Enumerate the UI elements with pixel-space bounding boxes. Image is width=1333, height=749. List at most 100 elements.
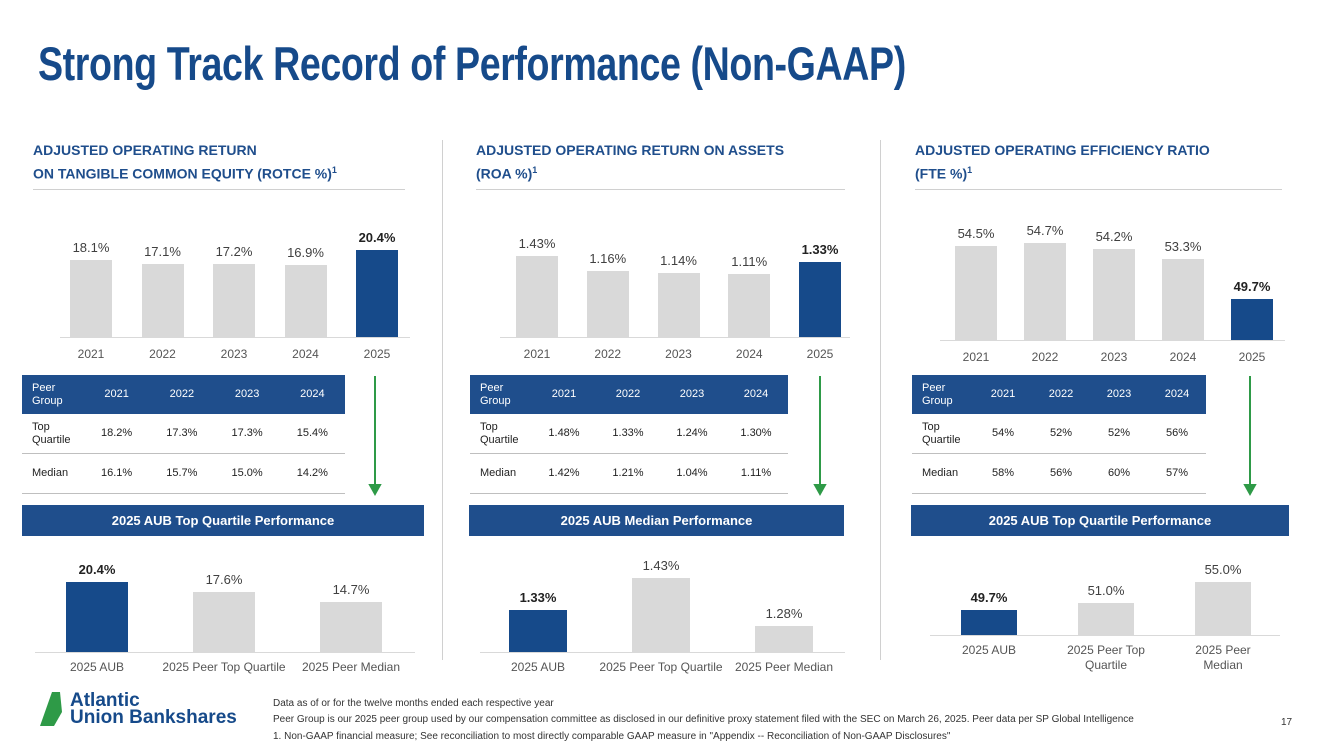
footnote: Peer Group is our 2025 peer group used b… <box>273 714 1134 725</box>
heading-line: ADJUSTED OPERATING RETURN <box>33 142 257 158</box>
category-label: 2025 <box>1238 350 1266 364</box>
peer-table: Peer Group 2021 2022 2023 2024 Top Quartile 54… <box>912 375 1206 494</box>
category-label: 2025 <box>806 347 834 361</box>
bar <box>356 250 398 337</box>
heading-line: ADJUSTED OPERATING EFFICIENCY RATIO <box>915 142 1210 158</box>
table-header-cell: 2021 <box>990 388 1016 400</box>
category-label: 2025 Peer Median <box>301 660 401 674</box>
value-label: 1.33% <box>519 590 557 606</box>
performance-banner: 2025 AUB Top Quartile Performance <box>22 505 424 536</box>
peer-table: Peer Group 2021 2022 2023 2024 Top Quartile 18… <box>22 375 345 494</box>
heading-line: (ROA %)1 <box>476 165 538 182</box>
value-label: 1.33% <box>801 241 839 257</box>
category-label: 2025 AUB <box>69 660 125 674</box>
table-header-cell: Peer Group <box>922 381 953 407</box>
value-label: 1.43% <box>518 236 556 252</box>
value-label: 49.7% <box>970 589 1008 605</box>
table-cell: Median <box>480 467 517 479</box>
table-header-cell: Peer Group <box>32 381 63 407</box>
category-label: 2024 <box>1169 350 1197 364</box>
category-label: 2024 <box>735 347 763 361</box>
table-cell: 17.3% <box>231 427 263 439</box>
table-cell: 1.48% <box>548 427 580 439</box>
axis-line <box>60 337 410 338</box>
footnote: 1. Non-GAAP financial measure; See recon… <box>273 731 951 742</box>
table-cell: 57% <box>1165 467 1189 479</box>
table-row-rule <box>470 493 788 494</box>
axis-line <box>500 337 850 338</box>
bar <box>728 274 771 337</box>
table-cell: 1.11% <box>740 467 772 479</box>
heading-rule <box>915 189 1282 190</box>
table-header-bg <box>470 375 788 414</box>
peer-table: Peer Group 2021 2022 2023 2024 Top Quartile 1.… <box>470 375 788 494</box>
heading-rule <box>476 189 845 190</box>
value-label: 53.3% <box>1164 238 1202 254</box>
value-label: 55.0% <box>1204 561 1242 577</box>
bar <box>213 263 255 337</box>
heading-line: (FTE %)1 <box>915 165 973 182</box>
category-label: 2022 <box>594 347 622 361</box>
value-label: 1.16% <box>589 251 627 267</box>
value-label: 17.2% <box>215 243 253 259</box>
logo-text: Atlantic <box>70 690 140 711</box>
table-cell: 1.42% <box>548 467 580 479</box>
footnote-marker: 1 <box>532 165 538 175</box>
table-header-cell: 2024 <box>743 388 769 400</box>
bar <box>141 264 184 337</box>
heading-line: ADJUSTED OPERATING RETURN ON ASSETS <box>476 142 785 158</box>
category-label: 2025 <box>363 347 391 361</box>
bar <box>1195 581 1251 635</box>
footnote: Data as of or for the twelve months ende… <box>273 698 554 709</box>
value-label: 17.1% <box>144 244 181 260</box>
category-label: 2025 Peer Top Quartile <box>162 660 286 674</box>
heading-line: ON TANGIBLE COMMON EQUITY (ROTCE %)1 <box>33 165 337 182</box>
performance-banner: 2025 AUB Median Performance <box>469 505 844 536</box>
category-label: 2022 <box>1031 350 1059 364</box>
bar <box>70 259 112 337</box>
category-label: 2025 Peer Top Quartile <box>1067 643 1145 672</box>
divider <box>880 140 881 660</box>
axis-line <box>930 635 1280 636</box>
logo-text: Union Bankshares <box>70 707 237 728</box>
table-cell: 56% <box>1049 467 1073 479</box>
page-number: 17 <box>1281 717 1293 728</box>
slide-title: Strong Track Record of Performance (Non-… <box>38 37 906 90</box>
table-cell: 60% <box>1107 467 1131 479</box>
value-label: 17.6% <box>205 571 243 587</box>
bar <box>955 245 997 340</box>
table-header-cell: 2024 <box>300 388 325 400</box>
table-cell: 16.1% <box>101 467 133 479</box>
table-row-rule <box>912 493 1206 494</box>
value-label: 20.4% <box>358 230 396 246</box>
table-header-bg <box>912 375 1206 414</box>
category-label: 2022 <box>149 347 176 361</box>
value-label: 1.11% <box>731 254 768 270</box>
table-header-bg <box>22 375 345 414</box>
table-header-cell: 2021 <box>104 388 129 400</box>
table-cell: 1.04% <box>676 467 708 479</box>
value-label: 20.4% <box>78 561 116 577</box>
bar <box>799 261 841 337</box>
table-header-cell: 2023 <box>234 388 260 400</box>
table-row-rule <box>22 493 345 494</box>
category-label: 2025 Peer Median <box>734 660 834 674</box>
table-header-cell: 2024 <box>1164 388 1190 400</box>
bar <box>320 601 382 652</box>
table-cell: 15.0% <box>231 467 263 479</box>
table-cell: 1.21% <box>612 467 644 479</box>
panel-heading: ADJUSTED OPERATING RETURN ON ASSETS (ROA … <box>476 140 784 184</box>
value-label: 1.43% <box>642 558 680 574</box>
category-label: 2025 Peer Median <box>1195 643 1251 672</box>
bar <box>516 256 558 337</box>
table-cell: 18.2% <box>101 427 133 439</box>
table-cell: 56% <box>1165 427 1189 439</box>
heading-rule <box>33 189 405 190</box>
table-header-cell: Peer Group <box>480 381 511 407</box>
bar <box>284 265 327 337</box>
table-cell: 58% <box>991 467 1015 479</box>
table-cell: 52% <box>1049 427 1073 439</box>
bar <box>755 626 813 652</box>
panel-heading: ADJUSTED OPERATING EFFICIENCY RATIO (FTE … <box>915 140 1210 184</box>
